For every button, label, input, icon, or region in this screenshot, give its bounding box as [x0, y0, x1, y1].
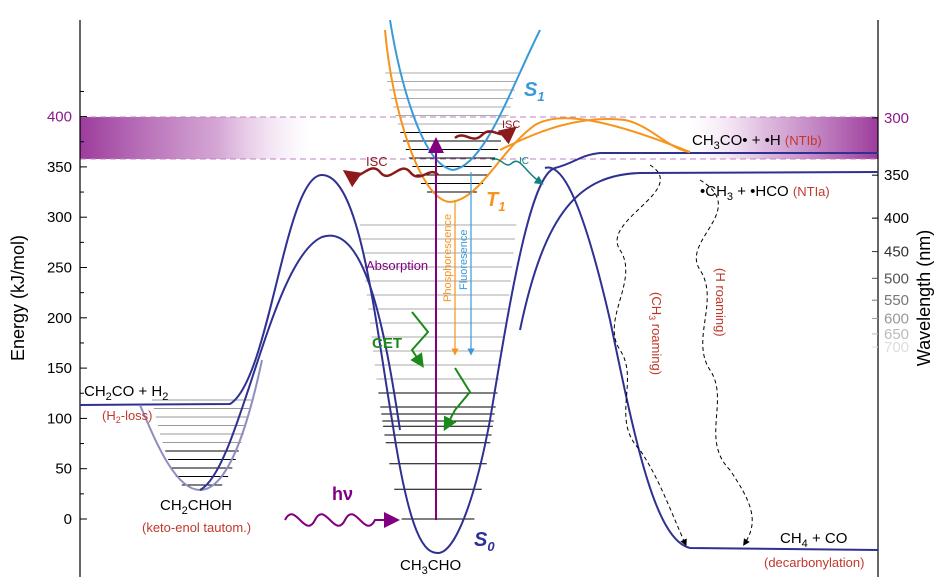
isc-label-right: ISC	[502, 119, 520, 131]
h-roaming-path	[695, 179, 753, 546]
s0-decarbonylation-path	[544, 166, 879, 551]
decarbonylation-note: (decarbonylation)	[764, 555, 864, 570]
uv-band-left	[80, 117, 310, 159]
energy-tick-label: 50	[55, 461, 72, 478]
wavelength-tick-label: 650	[884, 326, 909, 343]
ch3-roaming-path	[613, 164, 687, 547]
cet-label: CET	[372, 335, 402, 352]
ic-wave	[491, 158, 544, 185]
energy-tick-label: 200	[47, 310, 72, 327]
ic-label: IC	[519, 156, 529, 167]
hv-wave	[284, 512, 400, 528]
s1-surface	[389, 19, 541, 172]
vinyl-alcohol-label: CH2CHOH	[160, 497, 232, 517]
methane-label: CH4 + CO	[780, 530, 847, 550]
wavelength-tick-label: 400	[884, 210, 909, 227]
wavelength-tick-label: 500	[884, 270, 909, 287]
wavelength-tick-label: 550	[884, 292, 909, 309]
enol-vibrational-levels	[151, 399, 253, 486]
ch3-roaming-label: (CH3 roaming)	[647, 292, 664, 375]
acetaldehyde-label: CH3CHO	[400, 557, 461, 577]
h-roaming-label: (H roaming)	[713, 268, 728, 337]
energy-tick-label: 250	[47, 260, 72, 277]
left-axis-title: Energy (kJ/mol)	[8, 235, 28, 361]
energy-tick-label: 400	[47, 109, 72, 126]
energy-tick-label: 350	[47, 159, 72, 176]
isc-wave-right	[454, 126, 517, 145]
wavelength-tick-label: 350	[884, 167, 909, 184]
acetyl-label: CH3CO• + •H (NTIb)	[692, 132, 822, 152]
wavelength-tick-label: 600	[884, 310, 909, 327]
wavelength-tick-label: 300	[884, 110, 909, 127]
s1-label: S1	[524, 79, 545, 104]
cet-arrow-2	[443, 367, 472, 432]
s0-ntia-path	[519, 171, 879, 331]
ketene-label: CH2CO + H2	[84, 383, 168, 403]
t1-label: T1	[486, 189, 505, 214]
energy-tick-label: 300	[47, 209, 72, 226]
right-axis-title: Wavelength (nm)	[914, 230, 934, 366]
left-axis-ticks: 0 50 100 150 200 250 300 350 400	[47, 90, 87, 528]
energy-tick-label: 100	[47, 410, 72, 427]
s0-surface	[79, 152, 878, 555]
vinyl-alcohol-note: (keto-enol tautom.)	[142, 520, 251, 535]
phosphorescence-label: Phosphorescence	[442, 214, 454, 302]
fluorescence-label: Fluoresence	[458, 229, 470, 290]
absorption-label: Absorption	[366, 258, 428, 273]
hv-label: hν	[332, 484, 353, 504]
cet-arrow-1	[410, 311, 430, 368]
ketene-note: (H2-loss)	[102, 408, 153, 425]
s0-vibrational-levels	[359, 224, 517, 520]
isc-label-left: ISC	[366, 154, 388, 169]
methyl-label: •CH3 + •HCO (NTIa)	[700, 183, 830, 203]
wavelength-tick-label: 700	[884, 339, 909, 356]
energy-tick-label: 0	[64, 511, 72, 528]
energy-tick-label: 150	[47, 360, 72, 377]
s0-enol-barrier	[199, 234, 401, 491]
isc-wave-left	[342, 167, 439, 188]
t1-upper-surface	[499, 118, 691, 153]
wavelength-tick-label: 450	[884, 244, 909, 261]
s0-label: S0	[474, 529, 495, 554]
